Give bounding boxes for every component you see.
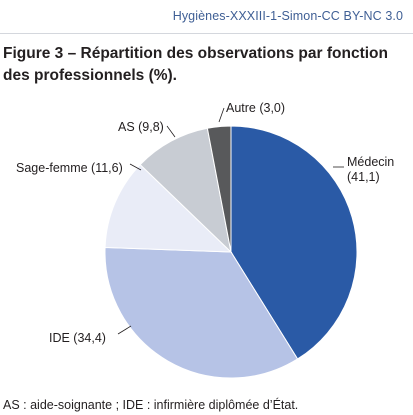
figure-footnote: AS : aide-soignante ; IDE : infirmière d…	[3, 398, 299, 412]
pie-slice-medecin	[230, 125, 358, 360]
slice-label-medecin: Médecin (41,1)	[347, 155, 394, 184]
pie-slice-ide	[104, 246, 299, 379]
slice-label-sage-femme: Sage-femme (11,6)	[16, 161, 123, 175]
leader-line-ide	[117, 325, 132, 335]
pie-slices	[104, 125, 358, 379]
leader-line-sage-femme	[129, 163, 142, 171]
pie-slice-sage-femme	[104, 163, 233, 253]
figure-title: Figure 3 – Répartition des observations …	[3, 45, 388, 84]
slice-label-as: AS (9,8)	[118, 120, 164, 134]
pie-slice-autre	[206, 125, 232, 253]
slice-labels: Médecin (41,1) IDE (34,4) Sage-femme (11,6)…	[16, 101, 394, 345]
source-credit: Hygiènes-XXXIII-1-Simon-CC BY-NC 3.0	[172, 9, 403, 23]
slice-label-autre: Autre (3,0)	[226, 101, 285, 115]
header-divider	[0, 33, 413, 34]
leader-line-autre	[218, 107, 225, 123]
pie-slice-as	[139, 127, 232, 254]
slice-label-ide: IDE (34,4)	[49, 331, 106, 345]
label-leader-lines	[117, 107, 344, 335]
leader-line-as	[166, 125, 176, 138]
